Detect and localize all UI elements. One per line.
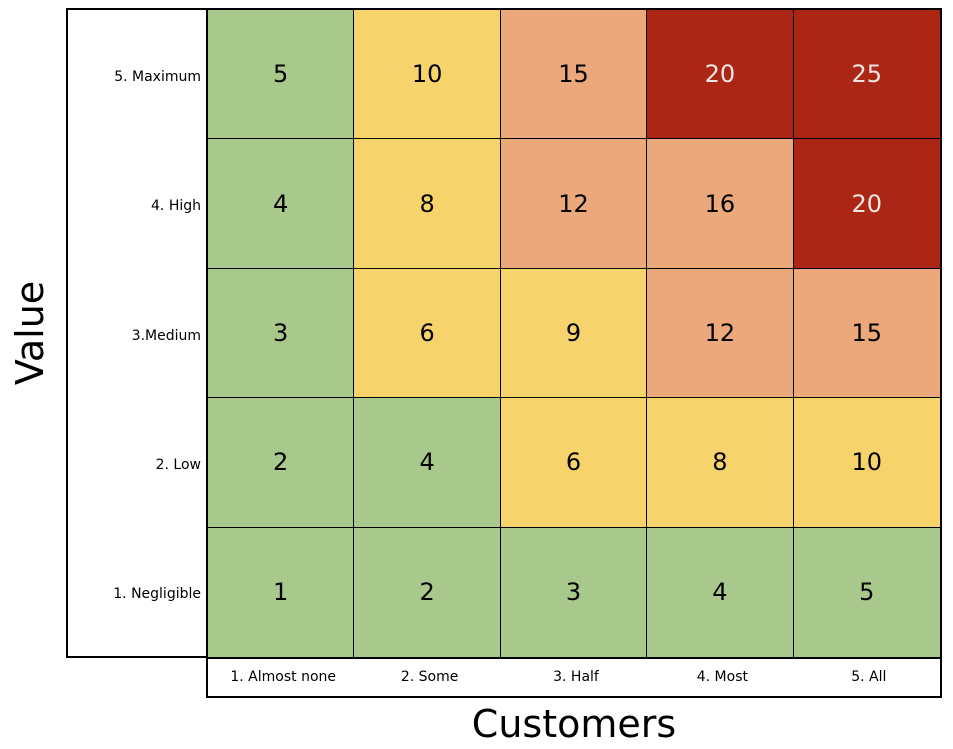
y-tick-label: 1. Negligible [113, 586, 201, 603]
y-axis-label-panel: 5. Maximum 4. High 3.Medium 2. Low 1. Neglig… [66, 8, 207, 658]
heatmap-cell: 5 [208, 10, 355, 140]
heatmap-cell: 12 [500, 139, 648, 269]
heatmap-cell: 4 [208, 139, 355, 269]
heatmap-cell: 9 [500, 268, 648, 399]
heatmap-cell: 10 [793, 398, 940, 528]
x-tick-label: 1. Almost none [230, 669, 337, 685]
y-tick-label: 5. Maximum [114, 68, 201, 85]
heatmap-cell: 3 [208, 268, 355, 399]
heatmap-cell: 8 [647, 398, 794, 528]
heatmap-cell: 2 [354, 527, 501, 657]
heatmap-cell: 15 [793, 268, 940, 399]
heatmap-cell: 5 [793, 527, 940, 657]
heatmap-grid: 5 10 15 20 25 4 8 12 16 20 3 6 9 12 15 2 4 6 8 10 1 2 3 4 5 [206, 8, 942, 659]
heatmap-cell: 3 [500, 527, 648, 657]
y-tick-label: 3.Medium [131, 327, 201, 344]
heatmap-cell: 12 [647, 268, 794, 399]
x-tick-label: 5. All [851, 669, 887, 685]
heatmap-cell: 10 [354, 10, 501, 140]
heatmap-cell: 6 [500, 398, 648, 528]
heatmap-cell: 20 [647, 10, 794, 140]
y-tick-label: 2. Low [155, 456, 201, 473]
x-axis-label-panel: 1. Almost none 2. Some 3. Half 4. Most 5. Al… [206, 659, 942, 698]
heatmap-cell: 4 [647, 527, 794, 657]
heatmap-cell: 25 [793, 10, 940, 140]
x-tick-label: 4. Most [696, 669, 748, 685]
heatmap-cell: 20 [793, 139, 940, 269]
x-tick-label: 3. Half [553, 669, 599, 685]
heatmap-cell: 4 [354, 398, 501, 528]
heatmap-cell: 8 [354, 139, 501, 269]
heatmap-cell: 1 [208, 527, 355, 657]
x-axis-title: Customers [471, 702, 677, 746]
x-tick-label: 2. Some [400, 669, 459, 685]
heatmap-cell: 15 [500, 10, 648, 140]
y-tick-label: 4. High [151, 198, 201, 215]
heatmap-cell: 6 [354, 268, 501, 399]
y-axis-title: Value [8, 280, 52, 386]
heatmap-cell: 2 [208, 398, 355, 528]
heatmap-cell: 16 [647, 139, 794, 269]
